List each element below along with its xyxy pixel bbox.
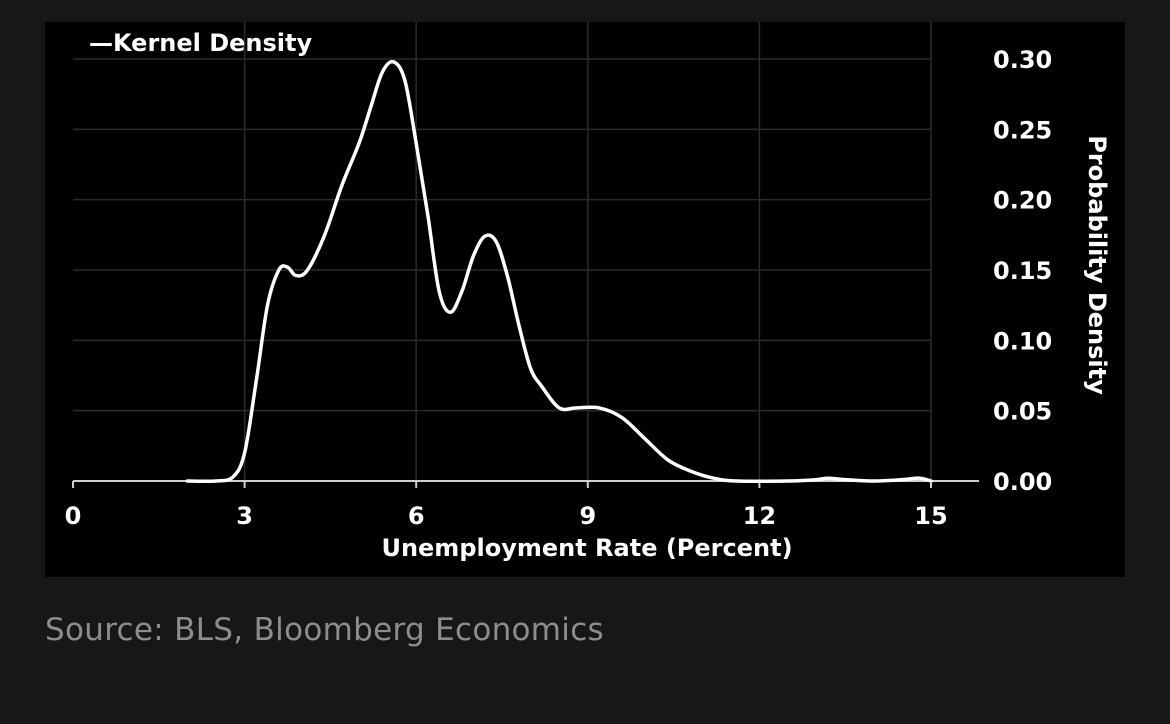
x-tick-label: 3: [236, 502, 253, 530]
x-tick-label: 0: [65, 502, 82, 530]
x-axis-ticks: 0 3 6 9 12 15: [65, 481, 948, 530]
x-tick-label: 15: [914, 502, 947, 530]
source-note: Source: BLS, Bloomberg Economics: [45, 612, 605, 648]
density-chart: 0 3 6 9 12 15 0.00 0.05 0.10 0.15 0.20 0.25 0.30 —K…: [65, 22, 1111, 562]
y-axis-ticks: 0.00 0.05 0.10 0.15 0.20 0.25 0.30: [993, 46, 1052, 496]
y-tick-label: 0.25: [993, 116, 1052, 144]
y-tick-label: 0.05: [993, 398, 1052, 426]
y-tick-label: 0.00: [993, 468, 1052, 496]
chart-panel: 0 3 6 9 12 15 0.00 0.05 0.10 0.15 0.20 0.25 0.30 —K…: [45, 22, 1125, 577]
legend-label: —Kernel Density: [89, 29, 313, 57]
x-tick-label: 6: [408, 502, 425, 530]
kernel-density-line: [185, 59, 933, 484]
y-tick-label: 0.30: [993, 46, 1052, 74]
y-tick-label: 0.20: [993, 187, 1052, 215]
y-tick-label: 0.15: [993, 257, 1052, 285]
y-axis-title: Probability Density: [1083, 135, 1111, 395]
x-tick-label: 12: [743, 502, 776, 530]
y-tick-label: 0.10: [993, 327, 1052, 355]
x-axis-title: Unemployment Rate (Percent): [381, 534, 792, 562]
x-tick-label: 9: [579, 502, 596, 530]
